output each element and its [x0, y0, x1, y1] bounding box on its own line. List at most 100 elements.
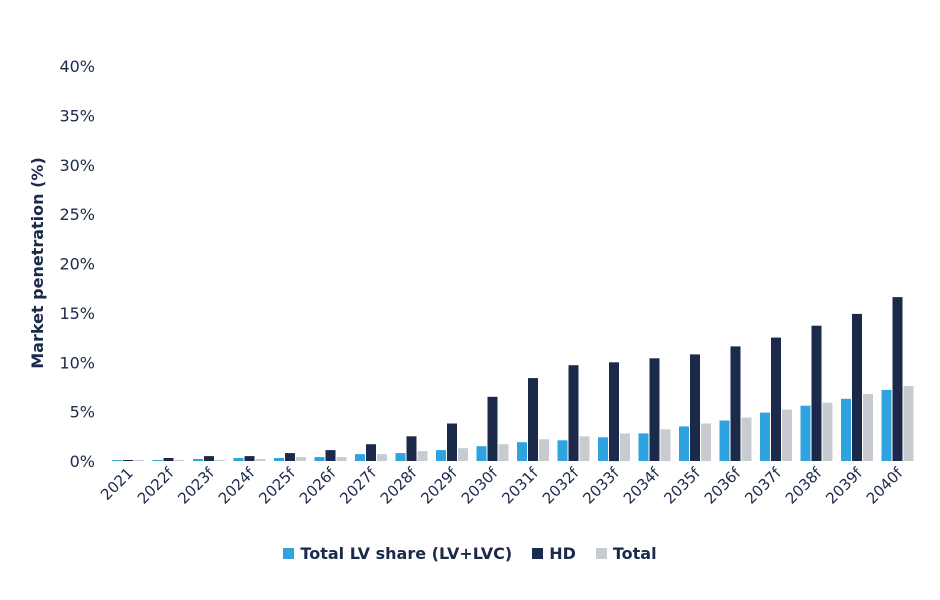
- y-tick-label: 5%: [70, 403, 95, 422]
- x-tick-label: 2036f: [701, 464, 745, 508]
- bar-total: [255, 459, 266, 461]
- bar-total: [296, 457, 306, 461]
- x-tick-label: 2034f: [620, 464, 664, 508]
- bar-lv: [800, 405, 811, 461]
- bar-lv: [517, 442, 527, 461]
- x-tick-label: 2035f: [660, 464, 704, 508]
- bars: [112, 297, 914, 462]
- bar-lv: [274, 458, 284, 461]
- x-axis-labels: 20212022f2023f2024f2025f2026f2027f2028f2…: [97, 464, 907, 508]
- bar-hd: [771, 337, 781, 461]
- x-tick-label: 2022f: [134, 464, 178, 508]
- bar-total: [498, 444, 509, 461]
- bar-hd: [690, 354, 700, 461]
- bar-total: [579, 436, 590, 461]
- x-tick-label: 2032f: [539, 464, 583, 508]
- bar-total: [336, 457, 347, 461]
- x-tick-label: 2033f: [579, 464, 623, 508]
- bar-lv: [557, 440, 568, 461]
- y-axis-ticks: 0% 5% 10% 15% 20% 25% 30% 35% 40%: [59, 57, 95, 471]
- y-tick-label: 20%: [59, 255, 95, 274]
- x-tick-label: 2030f: [458, 464, 502, 508]
- bar-hd: [730, 346, 741, 461]
- bar-total: [903, 385, 914, 461]
- bar-total: [782, 409, 792, 461]
- bar-lv: [152, 460, 163, 461]
- legend-label-hd: HD: [549, 544, 576, 563]
- y-tick-label: 0%: [70, 452, 95, 471]
- bar-total: [701, 423, 711, 461]
- bar-hd: [244, 456, 255, 461]
- bar-hd: [487, 396, 498, 461]
- legend-swatch-lv: [283, 548, 295, 559]
- x-tick-label: 2028f: [377, 464, 421, 508]
- legend-swatch-hd: [532, 548, 544, 559]
- bar-lv: [719, 420, 730, 461]
- bar-lv: [355, 454, 365, 461]
- bar-chart: Market penetration (%) 0% 5% 10% 15% 20% 25% 3…: [28, 57, 914, 508]
- bar-lv: [193, 459, 203, 461]
- bar-total: [174, 460, 185, 461]
- x-tick-label: 2021: [97, 464, 137, 504]
- x-tick-label: 2031f: [498, 464, 542, 508]
- bar-lv: [395, 453, 406, 461]
- bar-lv: [841, 398, 851, 461]
- bar-hd: [204, 456, 214, 461]
- bar-total: [458, 448, 468, 461]
- bar-lv: [598, 437, 608, 461]
- bar-lv: [760, 412, 770, 461]
- bar-total: [741, 417, 752, 461]
- legend-item-total: Total: [595, 544, 657, 563]
- bar-hd: [285, 453, 295, 461]
- bar-total: [620, 433, 630, 461]
- bar-hd: [163, 458, 174, 461]
- bar-total: [660, 429, 671, 461]
- x-tick-label: 2024f: [215, 464, 259, 508]
- y-tick-label: 25%: [59, 205, 95, 224]
- y-tick-label: 10%: [59, 353, 95, 372]
- x-tick-label: 2039f: [822, 464, 866, 508]
- bar-total: [215, 460, 225, 461]
- bar-hd: [892, 297, 903, 461]
- bar-total: [822, 402, 833, 461]
- legend-item-lv: Total LV share (LV+LVC): [283, 544, 512, 563]
- x-tick-label: 2023f: [174, 464, 218, 508]
- bar-hd: [123, 460, 133, 461]
- bar-total: [863, 393, 873, 461]
- bar-hd: [811, 325, 822, 461]
- y-tick-label: 35%: [59, 106, 95, 125]
- bar-hd: [447, 423, 457, 461]
- x-tick-label: 2025f: [255, 464, 299, 508]
- bar-hd: [366, 444, 376, 461]
- y-axis-title: Market penetration (%): [28, 157, 47, 369]
- bar-total: [377, 454, 387, 461]
- x-tick-label: 2037f: [741, 464, 785, 508]
- bar-hd: [852, 313, 862, 461]
- bar-lv: [638, 433, 649, 461]
- y-tick-label: 30%: [59, 156, 95, 175]
- x-tick-label: 2029f: [417, 464, 461, 508]
- bar-lv: [476, 446, 487, 461]
- legend-label-total: Total: [612, 544, 657, 563]
- bar-total: [539, 439, 549, 461]
- bar-hd: [528, 378, 538, 461]
- bar-hd: [568, 365, 579, 461]
- x-tick-label: 2038f: [782, 464, 826, 508]
- bar-lv: [314, 457, 325, 461]
- legend-item-hd: HD: [532, 544, 576, 563]
- y-tick-label: 15%: [59, 304, 95, 323]
- x-tick-label: 2040f: [863, 464, 907, 508]
- x-tick-label: 2027f: [336, 464, 380, 508]
- bar-hd: [649, 358, 660, 461]
- y-tick-label: 40%: [59, 57, 95, 76]
- bar-hd: [325, 450, 336, 461]
- bar-lv: [679, 426, 689, 461]
- legend: Total LV share (LV+LVC) HD Total: [0, 544, 940, 563]
- bar-lv: [881, 389, 892, 461]
- bar-hd: [609, 362, 619, 462]
- bar-total: [417, 451, 428, 461]
- x-tick-label: 2026f: [296, 464, 340, 508]
- bar-lv: [112, 460, 122, 461]
- bar-hd: [406, 436, 417, 461]
- bar-total: [134, 460, 144, 461]
